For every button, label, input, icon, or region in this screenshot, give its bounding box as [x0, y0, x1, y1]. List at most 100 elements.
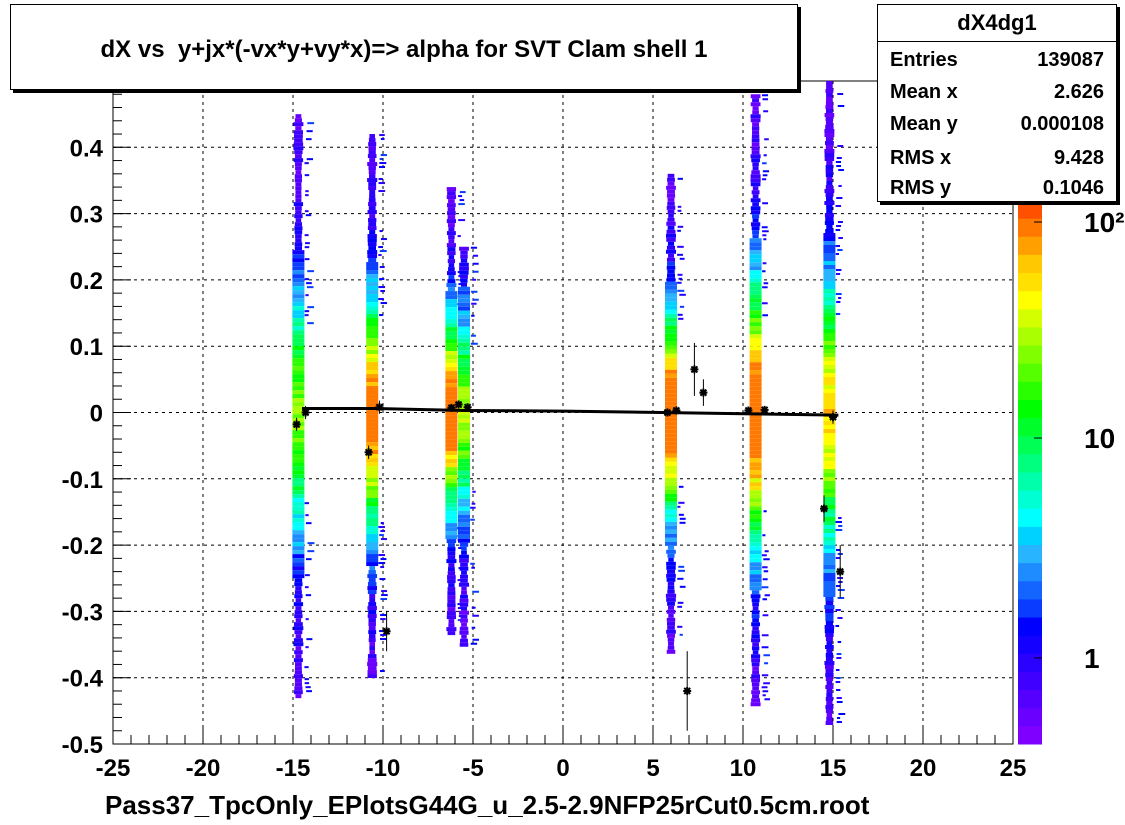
heatmap-cell: [447, 223, 455, 228]
heatmap-cell: [295, 154, 302, 159]
heatmap-cell: [378, 178, 383, 181]
heatmap-cell: [825, 721, 834, 725]
heatmap-cell: [445, 483, 458, 488]
heatmap-cell: [472, 298, 479, 301]
heatmap-cell: [458, 406, 470, 411]
heatmap-cell: [823, 325, 836, 329]
heatmap-cell: [749, 574, 762, 579]
heatmap-cell: [458, 414, 470, 419]
heatmap-cell: [366, 346, 379, 351]
heatmap-cell: [665, 421, 677, 426]
heatmap-cell: [665, 309, 677, 314]
y-tick-label: 0.2: [70, 268, 103, 295]
heatmap-cell: [749, 434, 762, 439]
heatmap-cell: [825, 169, 834, 173]
heatmap-cell: [458, 386, 470, 391]
heatmap-cell: [471, 290, 478, 293]
heatmap-cell: [823, 529, 836, 533]
heatmap-cell: [445, 335, 458, 340]
heatmap-cell: [445, 447, 458, 452]
heatmap-cell: [471, 302, 477, 305]
heatmap-cell: [445, 423, 458, 428]
heatmap-cell: [458, 430, 470, 435]
heatmap-cell: [823, 585, 836, 589]
heatmap-cell: [295, 238, 302, 243]
heatmap-cell: [749, 366, 762, 371]
heatmap-cell: [460, 594, 468, 599]
point-marker: [382, 627, 391, 636]
heatmap-cell: [445, 503, 458, 508]
heatmap-cell: [836, 701, 843, 703]
heatmap-cell: [665, 485, 677, 490]
heatmap-cell: [666, 265, 676, 270]
heatmap-cell: [366, 530, 379, 535]
heatmap-cell: [366, 542, 379, 547]
color-scale-swatch: [1018, 381, 1042, 400]
heatmap-cell: [679, 293, 686, 296]
heatmap-cell: [458, 219, 466, 222]
heatmap-cell: [445, 391, 458, 396]
heatmap-cell: [369, 230, 376, 235]
heatmap-cell: [367, 662, 378, 667]
heatmap-cell: [445, 375, 458, 380]
heatmap-cell: [293, 638, 303, 643]
heatmap-cell: [378, 526, 385, 529]
heatmap-cell: [677, 253, 684, 256]
heatmap-cell: [458, 302, 470, 307]
heatmap-cell: [461, 634, 467, 639]
heatmap-cell: [458, 306, 470, 311]
heatmap-cell: [837, 717, 841, 719]
heatmap-cell: [368, 206, 376, 211]
heatmap-cell: [458, 203, 465, 206]
heatmap-cell: [763, 570, 769, 573]
heatmap-cell: [762, 566, 768, 569]
heatmap-cell: [823, 361, 836, 365]
heatmap-cell: [823, 277, 836, 281]
heatmap-cell: [752, 686, 759, 691]
heatmap-cell: [761, 178, 767, 181]
heatmap-cell: [749, 582, 762, 587]
heatmap-cell: [293, 158, 304, 163]
heatmap-cell: [823, 417, 836, 421]
heatmap-cell: [292, 482, 305, 487]
heatmap-cell: [447, 287, 455, 292]
heatmap-cell: [368, 186, 377, 191]
heatmap-cell: [367, 614, 377, 619]
heatmap-cell: [749, 390, 762, 395]
heatmap-cell: [667, 601, 675, 606]
heatmap-cell: [368, 174, 376, 179]
heatmap-cell: [677, 273, 683, 276]
stat-value: 2.626: [1053, 81, 1104, 103]
heatmap-cell: [458, 286, 470, 291]
heatmap-cell: [305, 618, 309, 621]
heatmap-cell: [305, 646, 309, 649]
heatmap-cell: [460, 618, 468, 623]
heatmap-cell: [826, 181, 833, 185]
heatmap-cell: [470, 642, 478, 645]
heatmap-cell: [751, 654, 761, 659]
heatmap-cell: [304, 162, 309, 165]
heatmap-cell: [749, 406, 762, 411]
heatmap-cell: [293, 146, 304, 151]
heatmap-cell: [749, 558, 762, 563]
heatmap-cell: [749, 274, 762, 279]
color-scale-swatch: [1018, 272, 1042, 292]
x-tick-label: 15: [820, 755, 847, 782]
heatmap-cell: [665, 301, 677, 306]
heatmap-cell: [749, 266, 762, 271]
heatmap-cell: [292, 458, 305, 463]
heatmap-cell: [749, 554, 762, 559]
heatmap-cell: [749, 342, 762, 347]
heatmap-cell: [447, 207, 456, 212]
heatmap-cell: [823, 525, 836, 529]
heatmap-cell: [380, 598, 388, 601]
heatmap-cell: [752, 186, 759, 191]
heatmap-cell: [445, 355, 458, 360]
heatmap-cell: [292, 526, 305, 531]
heatmap-cell: [749, 322, 762, 327]
color-scale-swatch: [1018, 236, 1042, 255]
heatmap-cell: [447, 567, 455, 572]
heatmap-cell: [835, 313, 841, 315]
heatmap-cell: [366, 298, 379, 303]
heatmap-cell: [678, 317, 684, 320]
